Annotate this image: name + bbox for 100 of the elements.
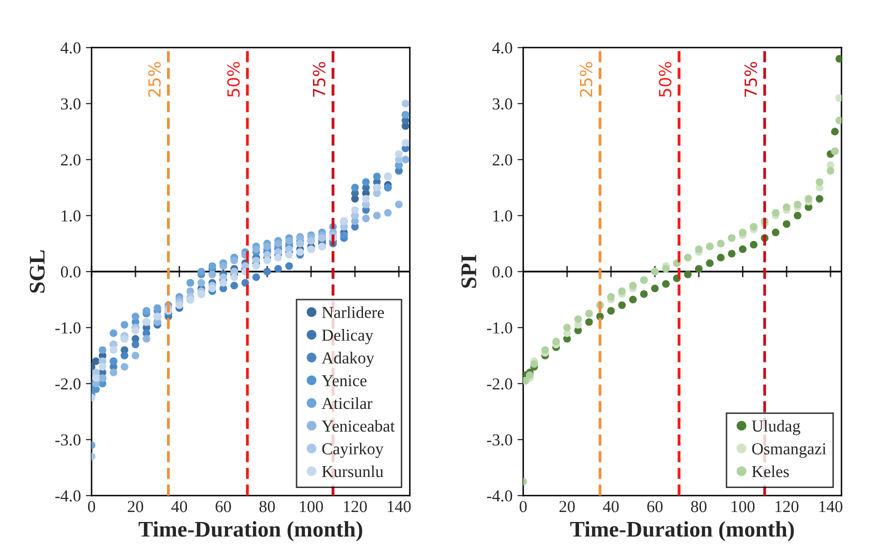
point — [563, 324, 571, 332]
point — [274, 240, 282, 248]
point — [230, 282, 238, 290]
y-tick-label: 1.0 — [493, 210, 512, 222]
point — [120, 320, 128, 329]
y-tick-label: 4.0 — [60, 42, 81, 54]
point — [230, 256, 238, 264]
y-tick-label: -1.0 — [55, 322, 81, 334]
point — [530, 360, 538, 368]
point — [110, 346, 118, 354]
point — [738, 245, 747, 254]
legend-label: Narlidere — [322, 306, 384, 318]
point — [285, 236, 293, 245]
point — [263, 268, 271, 276]
y-tick-label: 2.0 — [492, 154, 512, 166]
point — [835, 116, 842, 124]
point — [351, 184, 359, 192]
point — [585, 318, 593, 326]
point — [794, 200, 802, 208]
point — [362, 194, 370, 203]
point — [263, 256, 271, 264]
point — [142, 334, 150, 343]
point — [831, 128, 839, 136]
legend-label: Uludag — [752, 420, 800, 436]
point — [219, 262, 228, 270]
legend-label: Yenice — [322, 375, 366, 386]
point — [230, 273, 238, 282]
x-tick-label: 140 — [819, 500, 842, 512]
point — [120, 352, 128, 360]
point — [402, 156, 410, 164]
point — [384, 208, 392, 217]
annotation: 25% — [148, 62, 161, 97]
point — [362, 178, 370, 186]
y-tick-label: 2.0 — [61, 154, 81, 166]
x-tick-label: 40 — [602, 500, 619, 512]
point — [716, 254, 725, 262]
x-tick-label: 60 — [216, 500, 231, 512]
x-tick-label: 0 — [88, 500, 96, 512]
point — [706, 259, 714, 268]
y-tick-label: -3.0 — [487, 434, 512, 446]
point — [750, 240, 758, 249]
point — [772, 228, 780, 236]
point — [132, 312, 140, 320]
point — [794, 212, 802, 220]
y-tick-label: 0.0 — [60, 266, 81, 278]
y-tick-label: 3.0 — [61, 98, 81, 110]
legend-label: Yeniceabat — [322, 420, 395, 432]
legend-label: Aticilar — [322, 397, 372, 410]
point — [362, 214, 370, 222]
point — [402, 100, 410, 108]
point — [340, 231, 348, 240]
point — [552, 338, 560, 346]
point — [208, 270, 216, 278]
y-tick-label: 1.0 — [62, 210, 81, 222]
point — [120, 362, 128, 371]
y-tick-label: -4.0 — [487, 490, 512, 502]
point — [176, 301, 184, 310]
y-tick-label: 0.0 — [492, 266, 512, 278]
legend-label: Keles — [752, 465, 789, 478]
point — [541, 346, 549, 354]
point — [835, 54, 842, 63]
point — [198, 278, 206, 287]
point — [607, 292, 615, 301]
legend-label: Cayirkoy — [322, 442, 384, 458]
point — [351, 206, 359, 214]
point — [782, 203, 790, 212]
point — [618, 287, 626, 296]
y-tick-label: -2.0 — [487, 378, 512, 390]
point — [219, 278, 228, 287]
legend-label: Osmangazi — [752, 443, 826, 458]
y-tick-label: -4.0 — [55, 490, 81, 502]
point — [750, 222, 758, 231]
point — [142, 306, 150, 315]
point — [526, 371, 534, 380]
annotation: 50% — [227, 62, 240, 97]
y-tick-label: -3.0 — [55, 434, 81, 446]
annotation: 50% — [658, 62, 672, 97]
x-tick-label: 80 — [691, 500, 706, 512]
point — [373, 172, 381, 180]
point — [782, 220, 790, 228]
point — [574, 315, 582, 324]
point — [198, 268, 206, 276]
legend-label: Adakoy — [322, 352, 374, 367]
point — [252, 262, 260, 270]
point — [98, 362, 106, 371]
point — [274, 264, 282, 273]
point — [695, 264, 703, 273]
point — [252, 245, 260, 254]
point — [395, 150, 403, 158]
x-tick-label: 80 — [259, 500, 275, 512]
point — [651, 284, 659, 292]
annotation: 75% — [744, 62, 758, 97]
point — [92, 357, 100, 366]
x-tick-label: 100 — [300, 500, 323, 512]
point — [402, 138, 410, 147]
x-axis-title: Time-Duration (month) — [138, 521, 362, 542]
y-tick-label: 3.0 — [492, 98, 512, 110]
x-tick-label: 100 — [732, 500, 755, 512]
point — [629, 296, 637, 304]
point — [728, 250, 736, 258]
